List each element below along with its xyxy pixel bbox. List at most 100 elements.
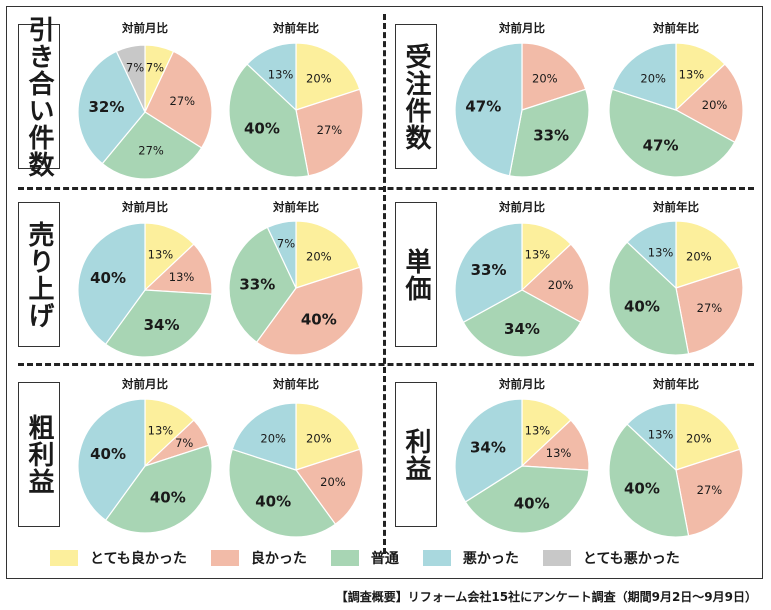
pie-data-label: 13% [648, 245, 674, 259]
pie-slice-bad [77, 398, 146, 522]
pie-data-label: 40% [150, 488, 186, 506]
pie-slice-good [295, 88, 364, 177]
pie-data-label: 13% [148, 423, 174, 437]
panel-label-unit-price: 単価 [395, 202, 437, 347]
legend-swatch [50, 550, 78, 566]
pie-slice-very-good [521, 222, 572, 292]
pie-slice-normal [104, 444, 213, 534]
pie-slice-good [674, 63, 744, 144]
pie-data-label: 40% [90, 445, 126, 463]
legend-swatch [330, 550, 359, 566]
pie-slice-bad [454, 398, 523, 503]
pie-data-label: 40% [301, 310, 337, 328]
pie-title: 対前月比 [499, 200, 545, 214]
pie-title: 対前月比 [122, 377, 168, 391]
pie-slice-very-good [144, 398, 195, 468]
pie-slice-bad [246, 42, 297, 112]
pie-title: 対前月比 [499, 21, 545, 35]
pie-slice-good [255, 266, 364, 356]
pie-data-label: 20% [702, 98, 728, 112]
pie-data-label: 27% [697, 301, 723, 315]
pie-slice-very-good [295, 402, 361, 471]
pie-slice-normal [101, 111, 203, 180]
pie-slice-bad [77, 222, 146, 346]
pie-data-label: 13% [268, 67, 294, 81]
pie-slice-very-good [295, 42, 361, 111]
pie-slice-very-bad [115, 44, 146, 113]
pie-chart-gross-profit-yoy: 20% 20% 40% 20% [228, 402, 364, 538]
pie-data-label: 7% [277, 237, 295, 251]
legend-label: とても悪かった [582, 551, 680, 567]
pie-title: 対前年比 [653, 21, 699, 35]
pie-title: 対前月比 [499, 377, 545, 391]
pie-title: 対前月比 [122, 200, 168, 214]
legend-label: 普通 [370, 551, 399, 567]
legend-item-bad: 悪かった [422, 548, 519, 568]
pie-data-label: 40% [255, 492, 291, 510]
pie-slice-bad [611, 42, 677, 111]
pie-slice-normal [104, 289, 213, 358]
pie-data-label: 13% [525, 423, 551, 437]
pie-title: 対前年比 [653, 377, 699, 391]
pie-slice-very-good [675, 402, 741, 471]
pie-data-label: 27% [697, 483, 723, 497]
pie-chart-orders-yoy: 13% 20% 47% 20% [608, 42, 744, 178]
pie-data-label: 27% [317, 123, 343, 137]
pie-slice-normal [228, 226, 297, 344]
pie-slice-very-good [675, 220, 741, 289]
pie-data-label: 34% [144, 316, 180, 334]
pie-slice-bad [454, 222, 523, 324]
pie-chart-inquiries-yoy: 20% 27% 40% 13% [228, 42, 364, 178]
pie-slice-bad [266, 220, 297, 289]
pie-slice-good [520, 419, 590, 471]
pie-data-label: 7% [175, 436, 193, 450]
pie-data-label: 40% [90, 269, 126, 287]
pie-chart-orders-mom: 20% 33% 47% [454, 42, 590, 178]
pie-slice-good [520, 243, 590, 324]
pie-slice-good [675, 448, 744, 537]
pie-chart-gross-profit-mom: 13%7% 40% 40% [77, 398, 213, 534]
survey-footnote: 【調査概要】リフォーム会社15社にアンケート調査（期間9月2日〜9月9日） [335, 590, 757, 604]
pie-chart-profit-yoy: 20% 27% 40% 13% [608, 402, 744, 538]
pie-chart-unit-price-yoy: 20% 27% 40% 13% [608, 220, 744, 356]
legend-label: とても良かった [90, 551, 187, 567]
pie-slice-bad [626, 220, 677, 290]
pie-chart-sales-mom: 13% 13% 34% 40% [77, 222, 213, 358]
legend: とても良かった 良かった 普通 悪かった とても悪かった [50, 548, 704, 568]
panel-label-text: 受注件数 [401, 42, 431, 151]
pie-slice-normal [608, 88, 736, 178]
pie-data-label: 33% [471, 261, 507, 279]
pie-slice-bad [77, 50, 146, 165]
pie-data-label: 20% [686, 432, 712, 446]
pie-data-label: 20% [532, 72, 558, 86]
pie-slice-good [295, 448, 364, 526]
pie-chart-inquiries-mom: 7% 27% 27% 32% 7% [77, 44, 213, 180]
pie-slice-very-good [521, 398, 572, 468]
grid-divider-h1 [18, 187, 754, 190]
legend-item-good: 良かった [210, 548, 307, 568]
panel-label-text: 売り上げ [24, 220, 54, 329]
pie-slice-normal [608, 423, 690, 538]
pie-data-label: 20% [306, 72, 332, 86]
pie-data-label: 7% [126, 61, 144, 75]
legend-swatch [210, 550, 239, 566]
pie-slice-very-good [675, 42, 726, 112]
pie-slice-normal [228, 63, 310, 178]
pie-slice-very-good [144, 222, 195, 292]
pie-title: 対前年比 [273, 21, 319, 35]
pie-data-label: 20% [306, 432, 332, 446]
pie-data-label: 40% [624, 480, 660, 498]
pie-chart-sales-yoy: 20% 40% 33% 7% [228, 220, 364, 356]
pie-data-label: 13% [679, 67, 705, 81]
pie-title: 対前年比 [273, 377, 319, 391]
panel-label-text: 粗利益 [24, 414, 54, 495]
legend-label: 悪かった [462, 551, 519, 567]
legend-item-very-bad: とても悪かった [542, 548, 680, 568]
pie-data-label: 40% [514, 495, 550, 513]
pie-slice-good [144, 50, 213, 149]
pie-slice-good [521, 42, 587, 111]
pie-data-label: 20% [640, 72, 666, 86]
pie-slice-bad [454, 42, 523, 177]
legend-item-very-good: とても良かった [50, 548, 187, 568]
pie-slice-normal [228, 448, 337, 538]
